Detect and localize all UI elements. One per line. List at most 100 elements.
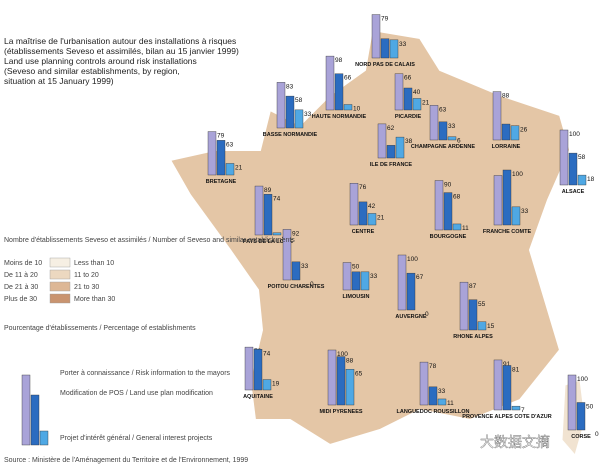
bar: [501, 123, 511, 141]
title-line: situation at 15 January 1999): [4, 76, 114, 86]
value-label: 19: [272, 381, 280, 388]
value-label: 42: [368, 203, 376, 210]
value-label: 55: [478, 301, 486, 308]
source: Source : Ministère de l'Aménagement du T…: [4, 457, 248, 464]
value-label: 79: [381, 16, 389, 23]
title: La maîtrise de l'urbanisation autour des…: [4, 36, 239, 86]
value-label: 90: [444, 182, 452, 189]
bar: [493, 175, 503, 226]
value-label: 63: [226, 141, 234, 148]
value-label: 74: [273, 195, 281, 202]
bar: [468, 299, 478, 331]
value-label: 89: [264, 187, 272, 194]
value-label: 21: [235, 164, 243, 171]
bar: [394, 73, 404, 111]
bar: [377, 123, 387, 159]
value-label: 67: [416, 274, 424, 281]
value-label: 81: [512, 366, 520, 373]
title-line: (Seveso and similar establishments, by r…: [4, 66, 180, 76]
bar: [429, 105, 439, 141]
bar: [447, 136, 457, 141]
value-label: 66: [344, 75, 352, 82]
legend-bar: [30, 394, 40, 446]
bar: [389, 39, 399, 59]
bar: [262, 379, 272, 391]
bar: [336, 356, 346, 406]
value-label: 40: [413, 89, 421, 96]
bar: [395, 136, 405, 159]
legend-label: Moins de 10: [4, 260, 42, 267]
bar: [327, 349, 337, 406]
value-label: 100: [512, 171, 523, 178]
value-label: 65: [355, 370, 363, 377]
value-label: 11: [462, 225, 469, 232]
value-label: 78: [429, 363, 437, 370]
region-name: FRANCHE COMTE: [483, 229, 532, 235]
bar: [282, 229, 292, 281]
bar: [276, 82, 286, 129]
value-label: 68: [453, 194, 461, 201]
bar: [452, 223, 462, 231]
region-name: CENTRE: [352, 229, 375, 235]
legend-swatch: [49, 269, 71, 280]
bar: [419, 361, 429, 406]
bar: [345, 369, 355, 406]
value-label: 91: [503, 361, 511, 368]
bar: [371, 14, 381, 59]
value-label: 88: [346, 358, 354, 365]
region-name: AUVERGNE: [395, 314, 427, 320]
region-name: LANGUEDOC ROUSSILLON: [396, 409, 469, 415]
region-name: CHAMPAGNE ARDENNE: [411, 144, 476, 150]
title-line: Land use planning controls around risk i…: [4, 56, 197, 66]
value-label: 83: [286, 83, 294, 90]
value-label: 0: [310, 281, 314, 288]
value-label: 10: [353, 106, 361, 113]
bar: [216, 140, 226, 176]
bar: [351, 271, 361, 291]
value-label: 50: [352, 264, 360, 271]
value-label: 21: [422, 99, 430, 106]
region-name: LORRAINE: [492, 144, 521, 150]
region-name: ALSACE: [562, 189, 585, 195]
value-label: 98: [335, 57, 343, 64]
bar: [577, 174, 587, 186]
bar: [459, 281, 469, 331]
bar: [343, 104, 353, 111]
bar: [568, 152, 578, 186]
bar: [360, 271, 370, 291]
region-name: BRETAGNE: [206, 179, 237, 185]
bar: [285, 95, 295, 129]
legend-label: More than 30: [74, 296, 115, 303]
bar: [380, 38, 390, 59]
bar: [367, 213, 377, 226]
region-name: AQUITAINE: [243, 394, 273, 400]
region-name: PICARDIE: [395, 114, 422, 120]
bar: [334, 73, 344, 111]
bar: [493, 359, 503, 411]
legend-swatch: [49, 257, 71, 268]
region-name: CORSE: [571, 434, 591, 440]
region-name: ILE DE FRANCE: [370, 162, 413, 168]
title-line: (établissements Seveso et assimilés, bil…: [4, 46, 239, 56]
watermark: 大数据文摘: [480, 434, 550, 450]
bar: [225, 163, 235, 176]
region-name: NORD PAS DE CALAIS: [355, 62, 415, 68]
region-name: BOURGOGNE: [430, 234, 467, 240]
value-label: 76: [359, 184, 367, 191]
value-label: 63: [439, 106, 447, 113]
region-name: PROVENCE ALPES COTE D'AZUR: [462, 414, 551, 420]
value-label: 33: [521, 208, 529, 215]
bar: [428, 386, 438, 406]
value-label: 33: [399, 41, 407, 48]
value-label: 6: [457, 138, 461, 145]
bar: [492, 91, 502, 141]
value-label: 33: [304, 111, 312, 118]
value-label: 50: [586, 404, 594, 411]
bar: [567, 374, 577, 431]
legend-label: De 11 à 20: [4, 272, 38, 279]
value-label: 33: [370, 273, 378, 280]
legend: Nombre d'établissements Seveso et assimi…: [4, 237, 550, 464]
bar: [511, 206, 521, 226]
value-label: 74: [263, 350, 271, 357]
